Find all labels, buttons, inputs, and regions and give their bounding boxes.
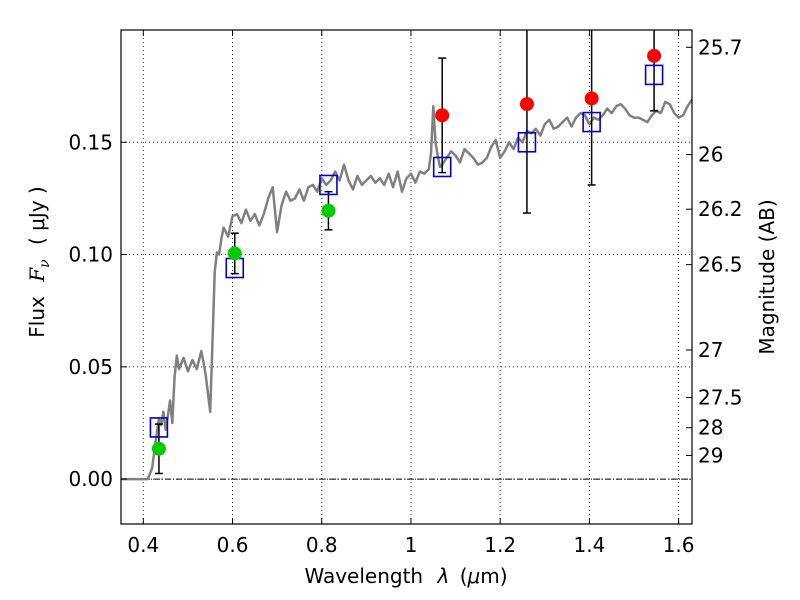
spectrum-line xyxy=(121,98,692,481)
secondary-y-axis-label: Magnitude (AB) xyxy=(755,199,779,354)
model-point-square xyxy=(319,174,338,196)
y2-tick-label: 26 xyxy=(698,143,723,167)
x-tick-label: 1 xyxy=(405,533,418,557)
model-point-square xyxy=(582,111,601,133)
observed-point-green xyxy=(151,441,166,456)
plot-layer xyxy=(121,30,692,481)
model-point-square xyxy=(644,64,664,86)
x-tick-label: 0.8 xyxy=(306,533,338,557)
observed-point-green xyxy=(321,203,336,218)
observed-point-red xyxy=(519,97,534,112)
plot-clipped xyxy=(121,30,692,481)
observed-point-red xyxy=(647,48,662,63)
observed-point-red xyxy=(584,91,599,106)
y2-tick-label: 29 xyxy=(698,444,723,468)
x-tick-label: 0.4 xyxy=(127,533,159,557)
observed-point-green xyxy=(227,246,242,261)
y-axis-label: Flux Fν ( μJy ) xyxy=(25,186,54,337)
y2-tick-label: 25.7 xyxy=(698,35,743,59)
y2-tick-label: 27.5 xyxy=(698,386,743,410)
y2-tick-label: 27 xyxy=(698,338,723,362)
x-tick-label: 1.6 xyxy=(663,533,695,557)
x-axis-label: Wavelength λ (μm) xyxy=(304,564,507,588)
y-tick-label: 0.15 xyxy=(68,130,113,154)
y2-tick-label: 26.5 xyxy=(698,253,743,277)
y2-tick-label: 26.2 xyxy=(698,197,743,221)
x-tick-label: 0.6 xyxy=(217,533,249,557)
model-point-square xyxy=(432,156,452,178)
model-point-square xyxy=(517,131,537,153)
x-tick-label: 1.2 xyxy=(484,533,516,557)
plot-frame xyxy=(120,29,693,525)
y-tick-label: 0.05 xyxy=(68,355,113,379)
y2-tick-label: 28 xyxy=(698,416,723,440)
x-tick-label: 1.4 xyxy=(573,533,605,557)
observed-point-red xyxy=(435,108,450,123)
model-point-square xyxy=(149,417,169,438)
tick-layer: 0.4 0.6 0.8 1 1.2 1.4 1.6 0.00 0.05 0.10 0.15 25.7 2… xyxy=(68,30,743,557)
y-tick-label: 0.10 xyxy=(68,243,113,267)
y-tick-label: 0.00 xyxy=(68,467,113,491)
